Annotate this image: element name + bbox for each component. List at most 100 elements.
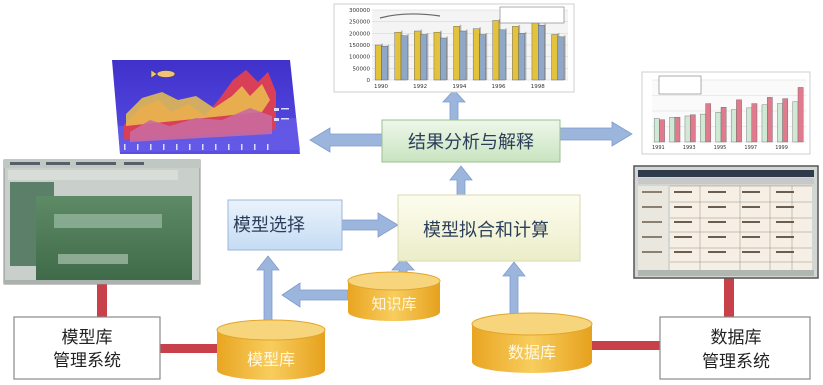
top-chart-ytick: 200000 (349, 31, 370, 37)
model-select-label: 模型选择 (233, 215, 305, 236)
top-chart-bar (440, 37, 447, 81)
top-chart-ytick: 300000 (349, 8, 370, 14)
top-chart-bar-shadow (446, 36, 448, 80)
arrow-knowledge-to-modelbase (281, 282, 349, 308)
right-chart-bar (746, 107, 752, 143)
model-select-box: 模型选择 (227, 199, 343, 251)
right-chart-bar (674, 116, 681, 143)
database-cylinder: 数据库 (471, 312, 593, 373)
top-chart-bar-shadow (466, 29, 468, 80)
knowledge-base-cylinder: 知识库 (347, 271, 441, 321)
right-chart-bar (720, 107, 727, 143)
right-chart-bar (705, 103, 712, 143)
top-chart-bar (518, 33, 526, 81)
top-chart-bar-shadow (505, 28, 507, 80)
right-chart-bar (761, 104, 768, 143)
top-chart-bar (498, 29, 506, 81)
table-cell-text (776, 251, 794, 253)
table-cell-text (674, 236, 692, 238)
knowledge-base-label: 知识库 (371, 295, 416, 313)
model-fit-box: 模型拟合和计算 (397, 194, 581, 262)
table-cell-text (742, 221, 760, 223)
top-chart-bar (459, 30, 467, 81)
top-chart-bar (433, 31, 441, 81)
arrow-database-to-fit (502, 261, 526, 319)
connector-db-terminal (724, 278, 734, 318)
table-cell-text (674, 221, 692, 223)
area-3d-surface-pink (130, 108, 272, 142)
area-3d-tick (137, 144, 139, 150)
top-chart-annotation-swoosh (379, 13, 441, 19)
area-3d-tick (241, 144, 243, 150)
area-3d-tick (215, 144, 217, 150)
right-chart-bar (700, 113, 706, 143)
top-chart-bar-shadow (426, 33, 429, 80)
arrow-fit-to-result (449, 165, 473, 196)
arrow-result-to-rightchart (559, 121, 633, 147)
database-table-window (633, 165, 819, 279)
arrow-result-to-topchart (442, 89, 466, 121)
right-chart-bar (684, 115, 691, 143)
table-side-item (642, 206, 662, 208)
connectors (97, 278, 734, 353)
top-chart-bar (400, 35, 408, 81)
result-analysis-box: 结果分析与解释 (381, 119, 561, 163)
top-chart-bar (374, 44, 382, 81)
table-side-item (642, 191, 662, 193)
table-cell-text (742, 236, 760, 238)
area-3d-tick (176, 144, 178, 150)
right-chart-xtick: 1999 (775, 145, 788, 151)
database-label: 数据库 (508, 343, 556, 362)
area-3d-fish-tail (150, 69, 158, 79)
area-3d-tick (267, 144, 269, 150)
top-chart-bar (472, 28, 480, 81)
table-cell-text (708, 191, 726, 193)
top-chart-bar (531, 13, 539, 81)
table-cell-text (742, 206, 760, 208)
model-terminal-window (3, 159, 201, 285)
area-3d-surface-yellow (126, 84, 270, 126)
connector-db-to-dbmgmt (592, 341, 660, 350)
connector-model-terminal (97, 284, 107, 318)
table-cell-text (674, 251, 692, 253)
model-base-cylinder: 模型库 (216, 319, 326, 380)
top-chart-bar-shadow (485, 33, 488, 80)
table-cell-text (742, 191, 760, 193)
area-3d-tick (163, 144, 165, 150)
db-mgmt-label-2: 管理系统 (702, 352, 770, 372)
right-chart-bar (653, 118, 660, 143)
area-3d-tick (150, 144, 152, 150)
right-chart-bar (669, 116, 675, 143)
right-chart-xtick: 1993 (683, 145, 696, 151)
right-bar-chart: 1991 1993 1995 1997 1999 (641, 71, 811, 155)
top-chart-ytick: 100000 (349, 55, 370, 61)
top-chart-bar (414, 30, 421, 81)
top-chart-bar (453, 26, 461, 81)
arrow-modelbase-to-select (256, 255, 280, 321)
db-mgmt-label-1: 数据库 (711, 328, 762, 348)
top-chart-bar-shadow (564, 35, 566, 80)
arrow-select-to-fit (341, 212, 399, 238)
arrows (256, 89, 633, 321)
area-3d-tick (202, 144, 204, 150)
top-chart-ytick: 150000 (349, 43, 370, 49)
table-cell-text (742, 251, 760, 253)
table-side-item (642, 251, 662, 253)
table-cell-text (708, 221, 726, 223)
model-lib-mgmt-label-1: 模型库 (62, 328, 113, 348)
top-chart-bar-shadow (387, 44, 390, 80)
area-3d-tick (254, 144, 256, 150)
table-cell-text (708, 206, 726, 208)
model-lib-mgmt-box: 模型库 管理系统 (13, 316, 161, 380)
db-mgmt-box: 数据库 管理系统 (659, 316, 811, 380)
top-chart-ytick: 250000 (349, 20, 370, 26)
top-chart-xtick: 1996 (492, 84, 506, 90)
top-chart-bar (492, 20, 500, 81)
right-chart-bar (715, 112, 722, 143)
top-chart-legend (499, 6, 565, 24)
connector-model-mgmt-to-modelbase (160, 344, 222, 353)
right-chart-xtick: 1991 (652, 145, 665, 151)
right-chart-xtick: 1997 (744, 145, 757, 151)
